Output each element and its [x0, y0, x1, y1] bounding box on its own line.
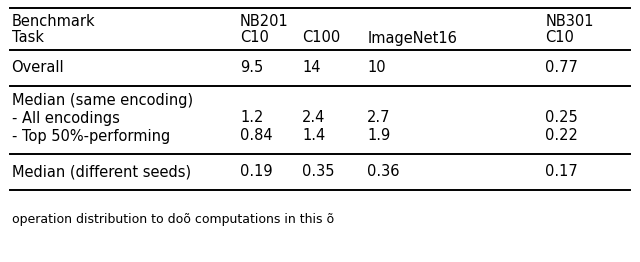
Text: Task: Task [12, 30, 44, 46]
Text: C10: C10 [240, 30, 269, 46]
Text: 0.35: 0.35 [302, 165, 335, 179]
Text: - Top 50%-performing: - Top 50%-performing [12, 128, 170, 144]
Text: C10: C10 [545, 30, 574, 46]
Text: Overall: Overall [12, 61, 64, 75]
Text: - All encodings: - All encodings [12, 111, 120, 125]
Text: Median (same encoding): Median (same encoding) [12, 92, 193, 107]
Text: 2.4: 2.4 [302, 111, 326, 125]
Text: 0.36: 0.36 [367, 165, 400, 179]
Text: ImageNet16: ImageNet16 [367, 30, 457, 46]
Text: 0.25: 0.25 [545, 111, 578, 125]
Text: Benchmark: Benchmark [12, 14, 95, 30]
Text: 2.7: 2.7 [367, 111, 391, 125]
Text: 0.84: 0.84 [240, 128, 273, 144]
Text: 0.77: 0.77 [545, 61, 578, 75]
Text: C100: C100 [302, 30, 340, 46]
Text: 0.22: 0.22 [545, 128, 578, 144]
Text: 0.19: 0.19 [240, 165, 273, 179]
Text: NB301: NB301 [545, 14, 594, 30]
Text: 9.5: 9.5 [240, 61, 263, 75]
Text: 1.2: 1.2 [240, 111, 264, 125]
Text: Median (different seeds): Median (different seeds) [12, 165, 191, 179]
Text: 0.17: 0.17 [545, 165, 578, 179]
Text: NB201: NB201 [240, 14, 289, 30]
Text: 1.4: 1.4 [302, 128, 325, 144]
Text: 10: 10 [367, 61, 386, 75]
Text: 1.9: 1.9 [367, 128, 390, 144]
Text: 14: 14 [302, 61, 321, 75]
Text: operation distribution to doõ computations in this õ: operation distribution to doõ computatio… [12, 214, 333, 227]
